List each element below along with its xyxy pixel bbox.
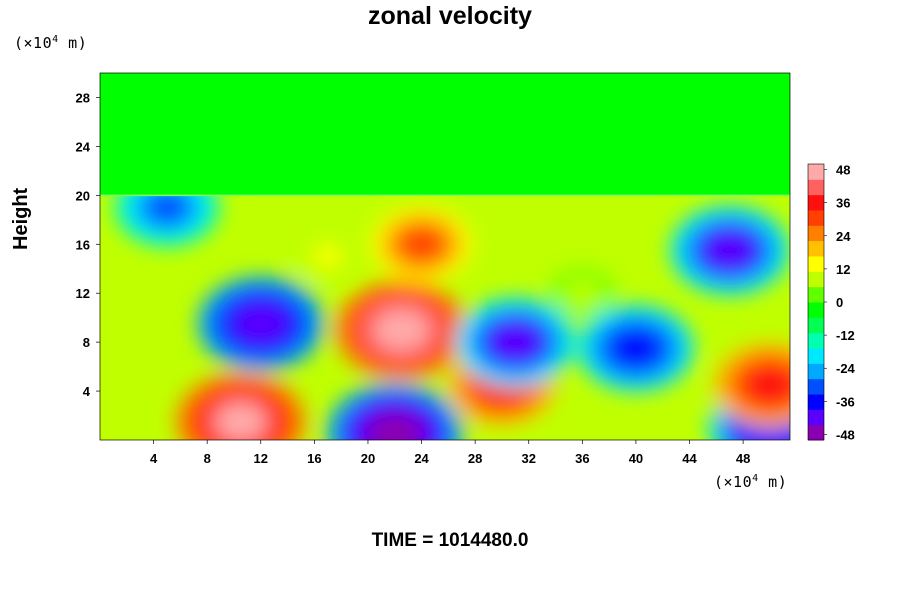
x-axis-unit: (×104 m) — [714, 473, 788, 491]
x-tick-label: 48 — [736, 451, 750, 466]
chart-title: zonal velocity — [368, 2, 532, 30]
colorbar-segment — [808, 424, 824, 441]
colorbar-tick-label: 12 — [836, 262, 850, 277]
field-feature-12 — [313, 245, 343, 268]
colorbar-tick-label: -48 — [836, 427, 855, 442]
x-tick-label: 36 — [575, 451, 589, 466]
y-tick-label: 12 — [76, 286, 90, 301]
upper-layer — [100, 73, 790, 196]
x-tick-label: 8 — [204, 451, 211, 466]
colorbar-tick-label: 36 — [836, 196, 850, 211]
colorbar-segment — [808, 317, 824, 334]
colorbar-tick-label: -24 — [836, 361, 856, 376]
x-tick-label: 44 — [682, 451, 697, 466]
x-tick-label: 16 — [307, 451, 321, 466]
colorbar-segment — [808, 271, 824, 288]
x-tick-label: 4 — [150, 451, 158, 466]
colorbar-segment — [808, 256, 824, 272]
y-tick-label: 4 — [83, 384, 91, 399]
field-feature-4 — [366, 412, 424, 440]
colorbar-tick-label: -12 — [836, 328, 855, 343]
plot-frame — [99, 72, 791, 441]
colorbar-segment — [808, 394, 824, 410]
colorbar-segment — [808, 378, 824, 395]
x-tick-label: 20 — [361, 451, 375, 466]
colorbar-segment — [808, 332, 824, 349]
x-tick-label: 40 — [629, 451, 643, 466]
colorbar-tick-label: -36 — [836, 394, 855, 409]
field-feature-0 — [373, 309, 430, 351]
colorbar-segment — [808, 240, 824, 257]
x-tick-label: 24 — [414, 451, 429, 466]
y-tick-label: 24 — [76, 139, 91, 154]
colorbar-segment — [808, 409, 824, 426]
colorbar-segment — [808, 194, 824, 211]
colorbar-segment — [808, 302, 824, 318]
colorbar-segment — [808, 348, 824, 364]
field-feature-5 — [234, 304, 288, 344]
colorbar-segment — [808, 225, 824, 242]
colorbar-segment — [808, 286, 824, 303]
x-tick-label: 28 — [468, 451, 482, 466]
field-feature-11 — [746, 367, 790, 403]
field-feature-9 — [145, 195, 189, 225]
y-axis-unit: (×104 m) — [14, 34, 88, 52]
y-tick-label: 28 — [76, 90, 90, 105]
field-feature-13 — [569, 283, 596, 304]
y-tick-label: 16 — [76, 237, 90, 252]
colorbar-segment — [808, 363, 824, 380]
y-tick-label: 8 — [83, 335, 90, 350]
field-feature-6 — [704, 231, 755, 269]
field-feature-1 — [400, 228, 443, 261]
colorbar-segment — [808, 210, 824, 226]
colorbar-tick-label: 0 — [836, 295, 843, 310]
time-label: TIME = 1014480.0 — [371, 530, 529, 551]
x-tick-label: 12 — [254, 451, 268, 466]
colorbar-segment — [808, 164, 824, 180]
x-tick-label: 32 — [522, 451, 536, 466]
y-tick-label: 20 — [76, 188, 90, 203]
field-feature-7 — [611, 330, 661, 367]
colorbar-segment — [808, 179, 824, 196]
field-feature-2 — [213, 401, 268, 440]
colorbar-tick-label: 48 — [836, 163, 850, 178]
field-feature-8 — [490, 323, 541, 361]
colorbar-tick-label: 24 — [836, 229, 851, 244]
